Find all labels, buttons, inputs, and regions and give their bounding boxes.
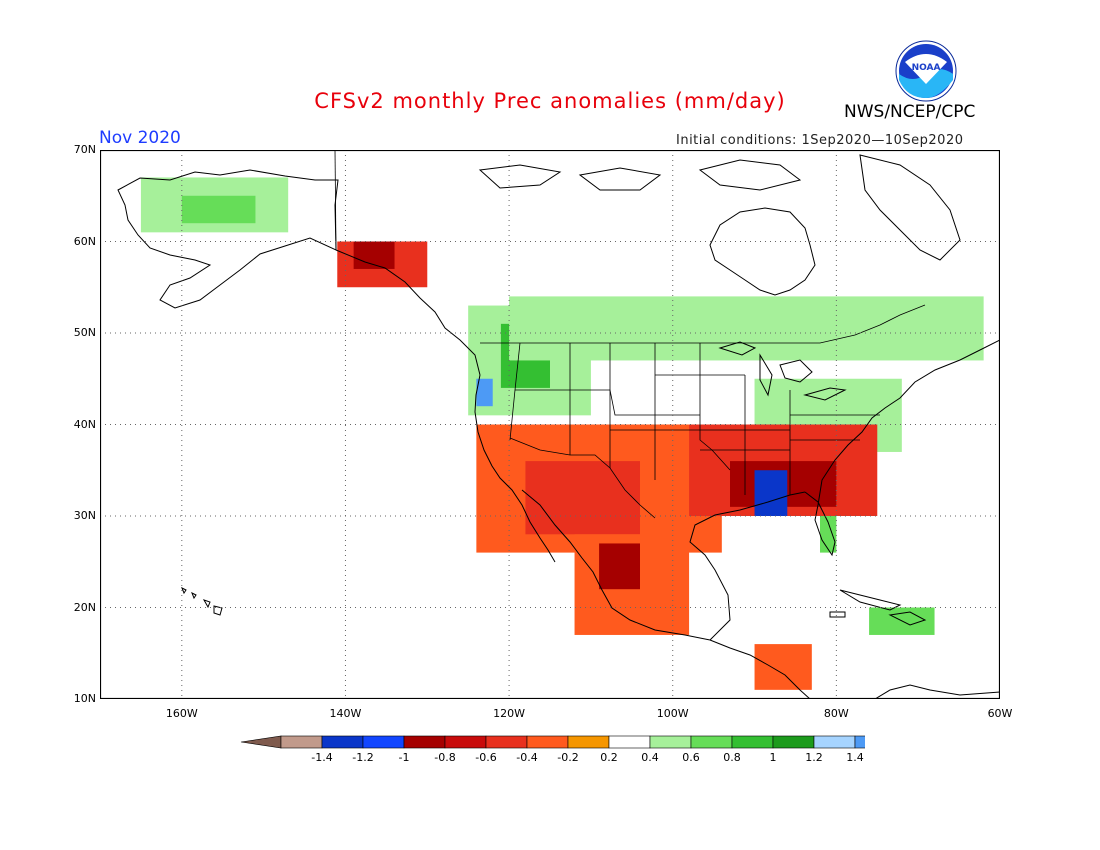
agency-label: NWS/NCEP/CPC — [844, 102, 976, 122]
colorbar-label: -0.8 — [434, 751, 456, 764]
colorbar-label: -0.6 — [475, 751, 497, 764]
coastlines — [117, 154, 1000, 699]
political-borders — [334, 150, 926, 519]
colorbar-label: -1.2 — [352, 751, 374, 764]
colorbar — [240, 735, 865, 749]
lon-label: 60W — [987, 707, 1013, 720]
lat-label: 40N — [73, 417, 96, 431]
colorbar-label: -1 — [398, 751, 410, 764]
colorbar-arrow-left — [240, 735, 282, 749]
colorbar-swatch — [321, 735, 364, 749]
map-frame — [100, 150, 1000, 699]
colorbar-swatch — [731, 735, 774, 749]
colorbar-swatch — [526, 735, 569, 749]
colorbar-swatch — [772, 735, 815, 749]
anomaly-deep-south-very-dry — [754, 470, 788, 516]
anomaly-map — [100, 150, 1000, 699]
anomaly-central-america-dry — [754, 644, 812, 690]
lat-label: 20N — [73, 600, 96, 614]
lat-label: 50N — [73, 326, 96, 339]
anomaly-alaska-wet-core — [181, 195, 256, 224]
colorbar-label: 0.8 — [723, 751, 741, 764]
colorbar-label: -1.4 — [311, 751, 333, 764]
lon-label: 140W — [329, 707, 362, 720]
colorbar-label: 1.4 — [846, 751, 864, 764]
colorbar-swatch — [485, 735, 528, 749]
colorbar-label: 1 — [769, 751, 777, 764]
lon-label: 100W — [656, 707, 689, 720]
colorbar-swatch — [280, 735, 323, 749]
lat-label: 70N — [73, 143, 96, 156]
initial-conditions-label: Initial conditions: 1Sep2020—10Sep2020 — [676, 133, 964, 148]
colorbar-swatch — [813, 735, 856, 749]
colorbar-label: 0.2 — [600, 751, 618, 764]
colorbar-swatch — [444, 735, 487, 749]
lat-label: 60N — [73, 234, 96, 248]
colorbar-label: -0.2 — [557, 751, 579, 764]
anomaly-southwest-dry-core — [525, 461, 640, 535]
anomaly-canada-wet — [509, 296, 984, 361]
colorbar-label: -0.4 — [516, 751, 538, 764]
anomaly-oregon-coast-wet — [476, 378, 493, 407]
colorbar-label: 1.2 — [805, 751, 823, 764]
lon-label: 120W — [493, 707, 526, 720]
lat-label: 10N — [73, 692, 96, 705]
colorbar-swatch — [608, 735, 651, 749]
colorbar-swatch — [690, 735, 733, 749]
colorbar-swatch — [362, 735, 405, 749]
colorbar-swatch — [567, 735, 610, 749]
colorbar-swatch — [403, 735, 446, 749]
lon-label: 160W — [165, 707, 198, 720]
noaa-logo-text: NOAA — [912, 63, 941, 73]
colorbar-label: 0.4 — [641, 751, 659, 764]
colorbar-swatch — [649, 735, 692, 749]
noaa-logo: NOAA — [895, 40, 957, 102]
lat-label: 30N — [73, 509, 96, 522]
gridlines — [100, 150, 1000, 699]
anomaly-mexico-dry-core — [599, 543, 640, 590]
colorbar-swatch — [854, 735, 865, 749]
lon-label: 80W — [823, 707, 849, 720]
colorbar-label: 0.6 — [682, 751, 700, 764]
valid-month-label: Nov 2020 — [99, 128, 181, 148]
chart-title: CFSv2 monthly Prec anomalies (mm/day) — [314, 89, 786, 113]
